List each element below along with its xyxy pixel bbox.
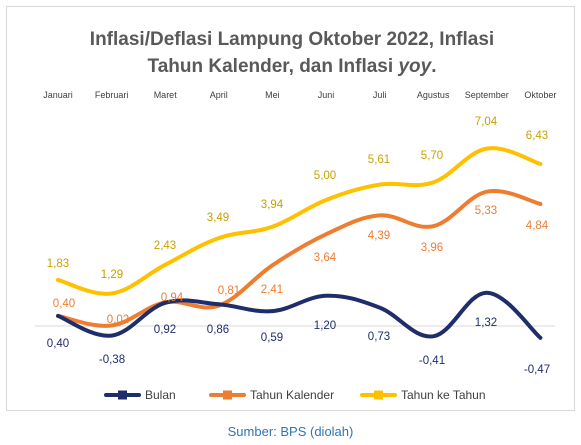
tahun-kalender-data-label: 3,64 [314,252,337,264]
legend-label: Tahun ke Tahun [401,388,486,402]
chart-title-line: Inflasi/Deflasi Lampung Oktober 2022, In… [90,29,494,50]
bulan-data-label: -0,47 [524,364,550,376]
chart-title-line: Tahun Kalender, dan Inflasi yoy. [148,56,437,77]
category-label: Juni [318,90,335,100]
tahun-ke-tahun-data-label: 1,83 [47,258,69,270]
bulan-data-label: 0,59 [261,332,283,344]
line-chart: Inflasi/Deflasi Lampung Oktober 2022, In… [35,29,556,402]
tahun-kalender-data-label: 0,40 [53,298,75,310]
bulan-line [56,290,543,340]
category-label: Maret [154,90,178,100]
tahun-ke-tahun-data-label: 2,43 [154,240,176,252]
bulan-data-label: 0,92 [154,324,176,336]
category-label: Agustus [417,90,450,100]
tahun-ke-tahun-line [56,146,543,296]
source-note: Sumber: BPS (diolah) [227,424,354,439]
tahun-kalender-data-label: 5,33 [475,205,497,217]
tahun-ke-tahun-data-label: 1,29 [101,269,123,281]
tahun-kalender-data-label: 4,39 [368,230,390,242]
tahun-kalender-line [56,188,543,328]
tahun-ke-tahun-data-label: 3,49 [207,212,229,224]
legend-label: Bulan [145,388,176,402]
tahun-ke-tahun-data-label: 5,70 [421,150,443,162]
category-label: September [465,90,509,100]
tahun-ke-tahun-data-label: 5,00 [314,170,336,182]
bulan-data-label: 0,73 [368,331,390,343]
bulan-data-label: 0,86 [207,324,229,336]
legend-label: Tahun Kalender [250,388,334,402]
chart-frame: Inflasi/Deflasi Lampung Oktober 2022, In… [6,6,575,411]
bulan-data-label: -0,41 [419,355,445,367]
category-label: Oktober [524,90,556,100]
category-label: Februari [95,90,129,100]
bulan-data-label: 1,32 [475,317,497,329]
legend-swatch-marker [374,390,383,400]
category-label: April [210,90,228,100]
legend-swatch-marker [223,390,232,400]
tahun-ke-tahun-data-label: 3,94 [261,199,284,211]
tahun-kalender-data-label: 4,84 [526,220,549,232]
category-label: Juli [373,90,387,100]
legend-swatch-marker [118,390,127,400]
bulan-data-label: 0,40 [47,338,69,350]
tahun-kalender-data-label: 3,96 [421,242,443,254]
tahun-ke-tahun-data-label: 6,43 [526,130,548,142]
tahun-kalender-data-label: 0,02 [107,314,129,326]
tahun-ke-tahun-data-label: 5,61 [368,154,390,166]
tahun-ke-tahun-data-label: 7,04 [475,116,498,128]
bulan-data-label: -0,38 [99,354,125,366]
tahun-kalender-data-label: 0,81 [218,285,240,297]
category-label: Januari [43,90,73,100]
tahun-kalender-data-label: 2,41 [261,284,283,296]
tahun-kalender-data-label: 0,94 [161,292,184,304]
bulan-data-label: 1,20 [314,320,336,332]
category-label: Mei [265,90,280,100]
